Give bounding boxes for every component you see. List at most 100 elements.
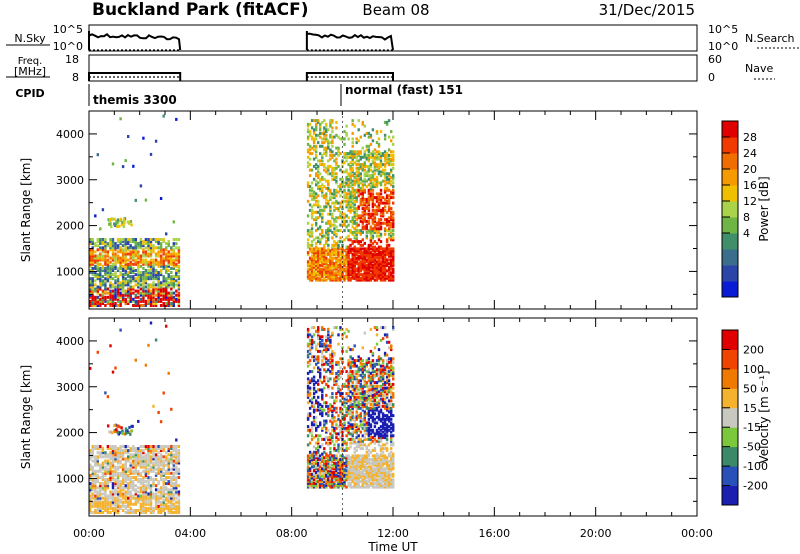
range-gate-cell xyxy=(329,404,332,408)
range-gate-cell xyxy=(154,252,158,256)
range-gate-cell xyxy=(371,236,375,240)
range-gate-cell xyxy=(331,245,334,249)
range-gate-cell xyxy=(152,455,155,459)
range-gate-cell xyxy=(308,428,312,432)
range-gate-cell xyxy=(323,447,326,451)
range-gate-cell xyxy=(308,414,312,418)
range-gate-cell xyxy=(385,240,389,244)
range-gate-cell xyxy=(317,249,320,253)
range-gate-cell xyxy=(371,256,375,260)
range-gate-cell xyxy=(127,498,130,502)
range-gate-cell xyxy=(94,266,97,270)
range-gate-cell xyxy=(152,478,155,481)
range-gate-cell xyxy=(175,488,178,492)
range-gate-cell xyxy=(335,219,338,223)
range-gate-cell xyxy=(172,220,175,224)
range-gate-cell xyxy=(139,502,143,506)
range-gate-cell xyxy=(387,181,391,185)
range-gate-cell xyxy=(317,265,320,269)
range-gate-cell xyxy=(162,449,165,453)
range-gate-cell xyxy=(312,472,316,476)
range-gate-cell xyxy=(312,258,316,262)
range-gate-cell xyxy=(137,262,140,266)
range-gate-cell xyxy=(375,271,379,275)
range-gate-cell xyxy=(381,207,385,211)
range-gate-cell xyxy=(347,406,350,410)
range-gate-cell xyxy=(152,484,155,488)
range-gate-cell xyxy=(365,174,368,178)
range-gate-cell xyxy=(121,250,125,254)
range-gate-cell xyxy=(337,478,340,482)
range-gate-cell xyxy=(335,278,338,282)
range-gate-cell xyxy=(139,486,143,490)
range-gate-cell xyxy=(149,492,153,496)
range-gate-cell xyxy=(96,244,99,248)
range-gate-cell xyxy=(325,170,328,174)
range-gate-cell xyxy=(94,445,97,448)
range-gate-cell xyxy=(149,266,153,270)
range-gate-cell xyxy=(139,277,143,281)
range-gate-cell xyxy=(106,295,110,299)
range-gate-cell xyxy=(325,148,328,152)
range-gate-cell xyxy=(96,506,99,510)
range-gate-cell xyxy=(315,454,318,458)
range-gate-cell xyxy=(355,212,358,216)
range-gate-cell xyxy=(339,326,342,330)
range-gate-cell xyxy=(96,469,99,473)
range-gate-cell xyxy=(337,481,340,485)
range-gate-cell xyxy=(347,207,350,211)
range-gate-cell xyxy=(337,153,340,157)
range-gate-cell xyxy=(114,509,117,512)
range-gate-cell xyxy=(343,465,346,469)
range-gate-cell xyxy=(361,368,364,372)
range-gate-cell xyxy=(329,196,332,200)
range-gate-cell xyxy=(345,458,348,462)
range-gate-cell xyxy=(355,199,358,203)
range-gate-cell xyxy=(381,179,385,183)
range-gate-cell xyxy=(109,502,112,506)
range-gate-cell xyxy=(392,254,395,258)
range-gate-cell xyxy=(167,269,170,272)
range-gate-cell xyxy=(172,478,175,481)
range-gate-cell xyxy=(339,419,342,423)
range-gate-cell xyxy=(335,133,338,137)
range-gate-cell xyxy=(177,471,181,475)
range-gate-cell xyxy=(157,498,160,502)
range-gate-cell xyxy=(361,166,364,170)
range-gate-cell xyxy=(373,245,377,249)
range-gate-cell xyxy=(347,174,350,178)
range-gate-cell xyxy=(353,190,356,194)
range-gate-cell xyxy=(306,353,310,357)
range-gate-cell xyxy=(104,494,107,498)
range-gate-cell xyxy=(323,342,326,346)
range-gate-cell xyxy=(371,159,375,163)
range-gate-cell xyxy=(379,278,383,282)
range-gate-cell xyxy=(323,485,326,489)
power-ylabel: Slant Range [km] xyxy=(19,158,33,262)
range-gate-cell xyxy=(312,148,316,152)
range-gate-cell xyxy=(339,252,342,256)
range-gate-cell xyxy=(363,276,366,280)
range-gate-cell xyxy=(327,183,330,187)
range-gate-cell xyxy=(312,131,316,135)
range-gate-cell xyxy=(337,467,340,471)
range-gate-cell xyxy=(101,478,105,481)
range-gate-cell xyxy=(139,254,143,258)
range-gate-cell xyxy=(137,244,140,248)
range-gate-cell xyxy=(351,179,354,183)
range-gate-cell xyxy=(157,465,160,469)
range-gate-cell xyxy=(339,478,342,482)
range-gate-cell xyxy=(162,266,165,270)
range-gate-cell xyxy=(387,265,391,269)
range-gate-cell xyxy=(327,456,330,460)
range-gate-cell xyxy=(121,509,125,512)
range-gate-cell xyxy=(109,478,112,481)
range-gate-cell xyxy=(345,225,348,229)
range-gate-cell xyxy=(379,263,383,267)
range-gate-cell xyxy=(361,481,364,485)
range-gate-cell xyxy=(349,174,352,178)
range-gate-cell xyxy=(132,246,135,250)
range-gate-cell xyxy=(367,229,371,233)
range-gate-cell xyxy=(116,492,120,496)
range-gate-cell xyxy=(106,455,110,459)
